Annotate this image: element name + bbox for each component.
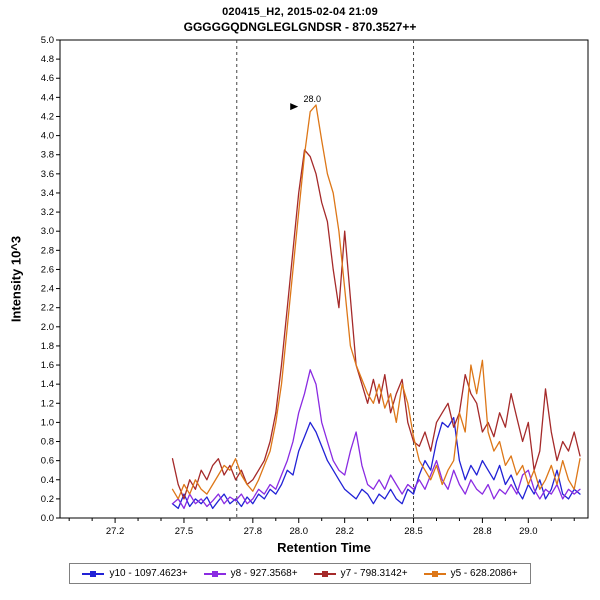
y-tick-label: 1.8 (41, 341, 54, 352)
legend-marker-square-icon (431, 570, 438, 577)
peak-rt-annotation[interactable]: 28.0 (303, 94, 321, 104)
y-tick-label: 0.0 (41, 513, 54, 524)
x-tick-label: 28.5 (404, 526, 423, 537)
y-tick-label: 2.0 (41, 322, 54, 333)
chart-subtitle: GGGGGQDNGLEGLGNDSR - 870.3527++ (183, 20, 417, 34)
legend-marker-icon (203, 570, 226, 577)
y-tick-label: 0.2 (41, 494, 54, 505)
y-tick-label: 1.6 (41, 360, 54, 371)
x-tick-label: 28.8 (473, 526, 492, 537)
legend-label: y5 - 628.2086+ (450, 568, 518, 579)
legend-marker-icon (82, 570, 105, 577)
legend-item-3: y5 - 628.2086+ (423, 568, 518, 579)
y-tick-label: 2.6 (41, 264, 54, 275)
y-tick-label: 2.4 (41, 284, 54, 295)
y-tick-label: 3.6 (41, 169, 54, 180)
legend-item-1: y8 - 927.3568+ (203, 568, 298, 579)
legend: y10 - 1097.4623+ y8 - 927.3568+ y7 - 798.3… (69, 563, 531, 584)
legend-label: y7 - 798.3142+ (340, 568, 408, 579)
series-line-0 (171, 416, 581, 510)
x-tick-label: 27.8 (244, 526, 263, 537)
x-tick-label: 27.2 (106, 526, 125, 537)
x-tick-label: 27.5 (175, 526, 194, 537)
legend-item-2: y7 - 798.3142+ (313, 568, 408, 579)
peak-id-arrow-icon (290, 103, 299, 111)
y-tick-label: 1.2 (41, 398, 54, 409)
y-tick-label: 0.8 (41, 437, 54, 448)
series-line-1 (171, 369, 581, 510)
y-tick-label: 4.8 (41, 54, 54, 65)
y-tick-label: 3.0 (41, 226, 54, 237)
y-tick-label: 0.6 (41, 456, 54, 467)
y-tick-label: 2.8 (41, 245, 54, 256)
y-tick-label: 3.2 (41, 207, 54, 218)
series-line-2 (171, 149, 581, 500)
y-tick-label: 4.2 (41, 111, 54, 122)
legend-marker-square-icon (321, 570, 328, 577)
y-tick-label: 4.0 (41, 131, 54, 142)
legend-marker-icon (423, 570, 446, 577)
y-tick-label: 2.2 (41, 303, 54, 314)
legend-wrap: y10 - 1097.4623+ y8 - 927.3568+ y7 - 798.3… (0, 563, 600, 584)
y-tick-label: 5.0 (41, 36, 54, 46)
legend-marker-square-icon (90, 570, 97, 577)
y-tick-label: 3.4 (41, 188, 54, 199)
y-tick-label: 3.8 (41, 150, 54, 161)
legend-item-0: y10 - 1097.4623+ (82, 568, 188, 579)
y-tick-label: 1.4 (41, 379, 54, 390)
plot-frame (59, 39, 589, 519)
x-axis-label: Retention Time (277, 540, 371, 555)
y-tick-label: 4.4 (41, 92, 54, 103)
x-tick-label: 29.0 (519, 526, 538, 537)
y-tick-label: 0.4 (41, 475, 54, 486)
legend-label: y10 - 1097.4623+ (109, 568, 188, 579)
chart-title: 020415_H2, 2015-02-04 21:09 (222, 6, 378, 18)
legend-marker-icon (313, 570, 336, 577)
legend-label: y8 - 927.3568+ (230, 568, 298, 579)
legend-marker-square-icon (211, 570, 218, 577)
x-tick-label: 28.2 (335, 526, 354, 537)
series-line-3 (171, 104, 581, 500)
y-tick-label: 1.0 (41, 417, 54, 428)
plot-area[interactable]: 0.0 0.2 0.4 0.6 0.8 1.0 1.2 1.4 1.6 1.8 2.0 2.2 2.4 2… (0, 36, 600, 541)
y-tick-label: 4.6 (41, 73, 54, 84)
x-tick-label: 28.0 (289, 526, 308, 537)
